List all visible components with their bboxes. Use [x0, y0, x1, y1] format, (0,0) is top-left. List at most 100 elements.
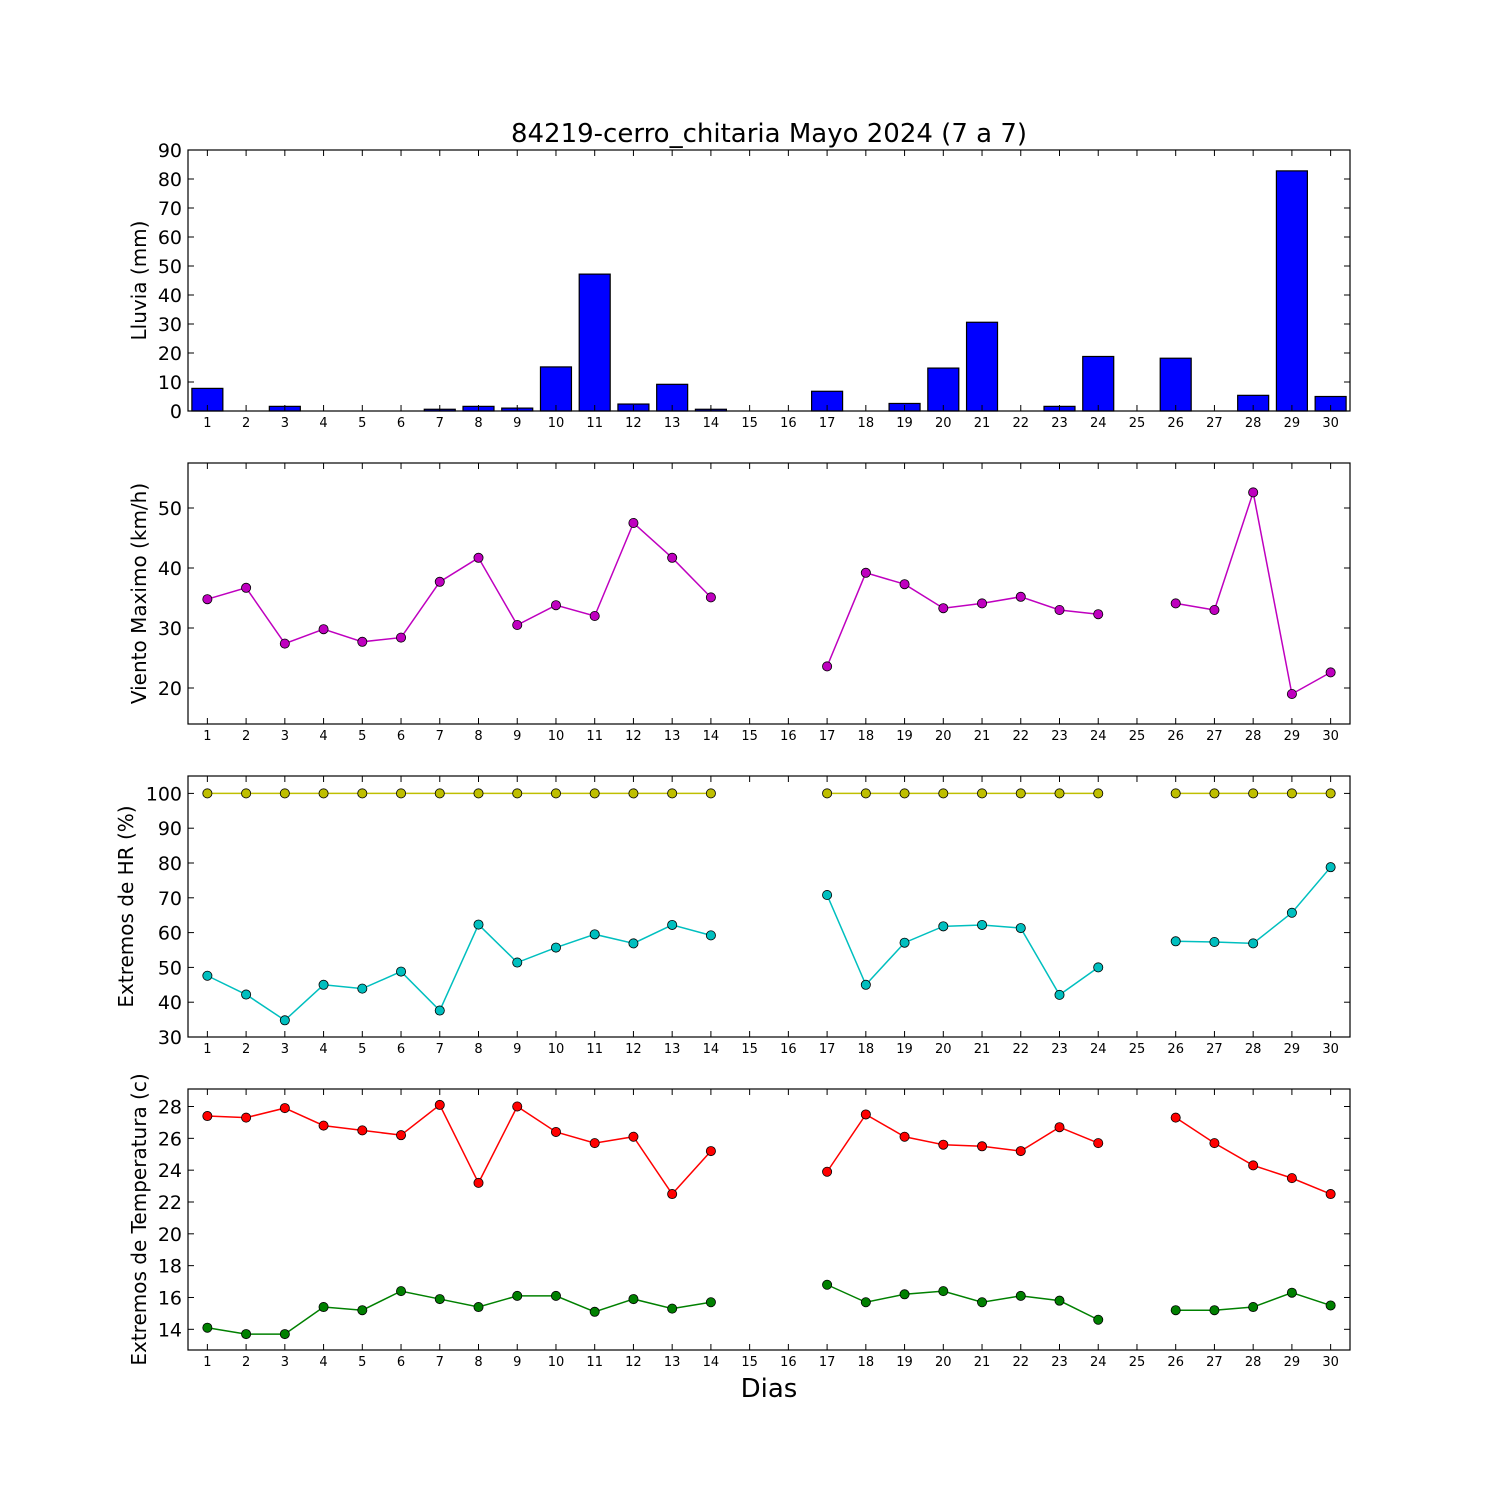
- point-s1-day-19: [899, 1131, 910, 1142]
- ytick-label: 80: [158, 853, 182, 875]
- point-s1-day-17: [822, 661, 833, 672]
- xtick-label: 18: [858, 1355, 875, 1370]
- point-s2-day-9: [512, 1290, 523, 1301]
- point-s1-day-7: [434, 1099, 445, 1110]
- point-s1-day-23: [1054, 788, 1065, 799]
- bar-day-20: [927, 367, 960, 412]
- xtick-label: 6: [397, 729, 405, 744]
- point-s1-day-13: [667, 788, 678, 799]
- xtick-label: 1: [203, 1355, 211, 1370]
- point-s1-day-19: [899, 579, 910, 590]
- series-1-line-2: [826, 1113, 1099, 1173]
- x-axis-label: Dias: [741, 1374, 798, 1404]
- series-2-line-1: [207, 1290, 712, 1335]
- point-s1-day-9: [512, 1101, 523, 1112]
- point-s1-day-5: [357, 636, 368, 647]
- ytick-label: 40: [158, 992, 182, 1014]
- point-s2-day-21: [977, 919, 988, 930]
- point-s2-day-5: [357, 983, 368, 994]
- xtick-label: 24: [1090, 729, 1107, 744]
- bar-day-10: [539, 366, 573, 412]
- point-s2-day-28: [1248, 1302, 1259, 1313]
- xtick-label: 17: [819, 416, 836, 431]
- xtick-label: 22: [1012, 416, 1029, 431]
- point-s1-day-3: [279, 1103, 290, 1114]
- point-s2-day-11: [589, 929, 600, 940]
- point-s2-day-29: [1286, 907, 1297, 918]
- series-1-line-2: [826, 571, 1099, 667]
- series-2-line-1: [207, 923, 712, 1022]
- series-1-line-1: [207, 1103, 712, 1196]
- point-s1-day-24: [1093, 609, 1104, 620]
- xtick-label: 9: [513, 729, 521, 744]
- xtick-label: 2: [242, 729, 250, 744]
- ytick-label: 90: [158, 818, 182, 840]
- xtick-label: 23: [1051, 1355, 1068, 1370]
- point-s1-day-26: [1170, 598, 1181, 609]
- point-s1-day-6: [396, 1130, 407, 1141]
- point-s1-day-4: [318, 788, 329, 799]
- point-s2-day-4: [318, 1302, 329, 1313]
- point-s1-day-4: [318, 1120, 329, 1131]
- series-2-line-3: [1175, 866, 1332, 945]
- xtick-label: 20: [935, 1355, 952, 1370]
- y-axis-label: Lluvia (mm): [127, 221, 151, 341]
- xtick-label: 22: [1012, 729, 1029, 744]
- xtick-label: 26: [1167, 1355, 1184, 1370]
- point-s1-day-11: [589, 788, 600, 799]
- point-s1-day-7: [434, 576, 445, 587]
- panel-frame: [187, 1088, 1351, 1351]
- xtick-label: 24: [1090, 416, 1107, 431]
- point-s2-day-10: [550, 1290, 561, 1301]
- point-s1-day-7: [434, 788, 445, 799]
- point-s2-day-30: [1325, 1300, 1336, 1311]
- point-s1-day-2: [241, 788, 252, 799]
- point-s1-day-1: [202, 788, 213, 799]
- xtick-label: 25: [1129, 1042, 1146, 1057]
- point-s2-day-3: [279, 1329, 290, 1340]
- xtick-label: 25: [1129, 416, 1146, 431]
- ytick-label: 30: [158, 618, 182, 640]
- point-s1-day-22: [1015, 591, 1026, 602]
- point-s1-day-13: [667, 552, 678, 563]
- point-s1-day-10: [550, 600, 561, 611]
- xtick-label: 19: [896, 416, 913, 431]
- xtick-label: 27: [1206, 729, 1223, 744]
- point-s2-day-11: [589, 1306, 600, 1317]
- ytick-label: 60: [158, 227, 182, 249]
- point-s1-day-20: [938, 603, 949, 614]
- xtick-label: 3: [281, 416, 289, 431]
- point-s2-day-20: [938, 921, 949, 932]
- point-s2-day-14: [705, 1297, 716, 1308]
- panel-frame: [187, 775, 1351, 1038]
- ytick-label: 50: [158, 256, 182, 278]
- xtick-label: 14: [703, 1042, 720, 1057]
- point-s1-day-9: [512, 620, 523, 631]
- xtick-label: 19: [896, 729, 913, 744]
- xtick-label: 21: [974, 1042, 991, 1057]
- panel-frame: [187, 462, 1351, 725]
- ytick-label: 20: [158, 1224, 182, 1246]
- xtick-label: 28: [1245, 1042, 1262, 1057]
- xtick-label: 10: [548, 1355, 565, 1370]
- xtick-label: 11: [586, 1355, 603, 1370]
- xtick-label: 20: [935, 1042, 952, 1057]
- xtick-label: 4: [319, 1042, 327, 1057]
- xtick-label: 8: [474, 729, 482, 744]
- xtick-label: 27: [1206, 1042, 1223, 1057]
- point-s1-day-14: [705, 592, 716, 603]
- xtick-label: 23: [1051, 1042, 1068, 1057]
- point-s2-day-19: [899, 937, 910, 948]
- xtick-label: 15: [741, 416, 758, 431]
- point-s2-day-29: [1286, 1287, 1297, 1298]
- panel-frame: [187, 149, 1351, 412]
- xtick-label: 7: [436, 416, 444, 431]
- bar-day-29: [1275, 170, 1308, 412]
- ytick-label: 28: [158, 1097, 182, 1119]
- ytick-label: 90: [158, 140, 182, 162]
- point-s1-day-21: [977, 598, 988, 609]
- ytick-label: 80: [158, 169, 182, 191]
- point-s1-day-29: [1286, 689, 1297, 700]
- xtick-label: 26: [1167, 729, 1184, 744]
